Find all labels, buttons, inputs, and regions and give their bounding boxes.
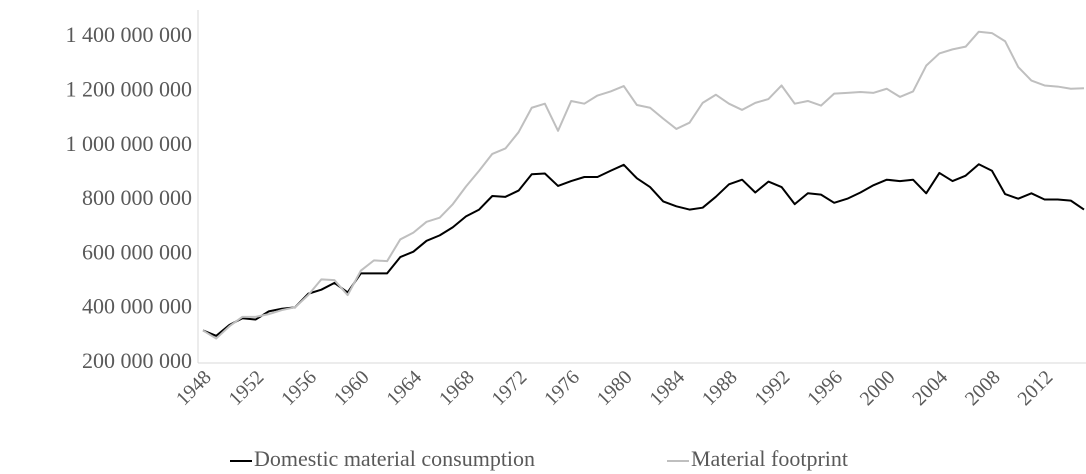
x-tick-label: 1976 (540, 366, 584, 410)
x-tick-label: 1972 (488, 366, 532, 410)
x-tick-label: 1984 (645, 366, 689, 410)
line-series (202, 30, 1085, 340)
legend-label: Material footprint (691, 446, 848, 471)
line-series (202, 163, 1085, 337)
y-tick-label: 600 000 000 (82, 239, 192, 264)
x-tick-label: 1956 (277, 366, 321, 410)
y-tick-label: 200 000 000 (82, 348, 192, 373)
x-tick-label: 2008 (961, 366, 1005, 410)
x-tick-label: 1988 (698, 366, 742, 410)
x-tick-label: 1992 (751, 366, 795, 410)
y-tick-label: 400 000 000 (82, 294, 192, 319)
y-tick-label: 1 400 000 000 (66, 22, 193, 47)
legend-label: Domestic material consumption (254, 446, 535, 471)
y-tick-label: 800 000 000 (82, 185, 192, 210)
x-tick-label: 1952 (225, 366, 269, 410)
x-tick-label: 1996 (803, 366, 847, 410)
x-tick-label: 1964 (382, 366, 426, 410)
x-tick-label: 1968 (435, 366, 479, 410)
x-tick-label: 2004 (908, 366, 952, 410)
x-tick-label: 1960 (330, 366, 374, 410)
x-tick-label: 2000 (856, 366, 900, 410)
x-tick-label: 1980 (593, 366, 637, 410)
y-tick-label: 1 200 000 000 (66, 77, 193, 102)
x-tick-label: 2012 (1013, 366, 1057, 410)
y-tick-label: 1 000 000 000 (66, 131, 193, 156)
